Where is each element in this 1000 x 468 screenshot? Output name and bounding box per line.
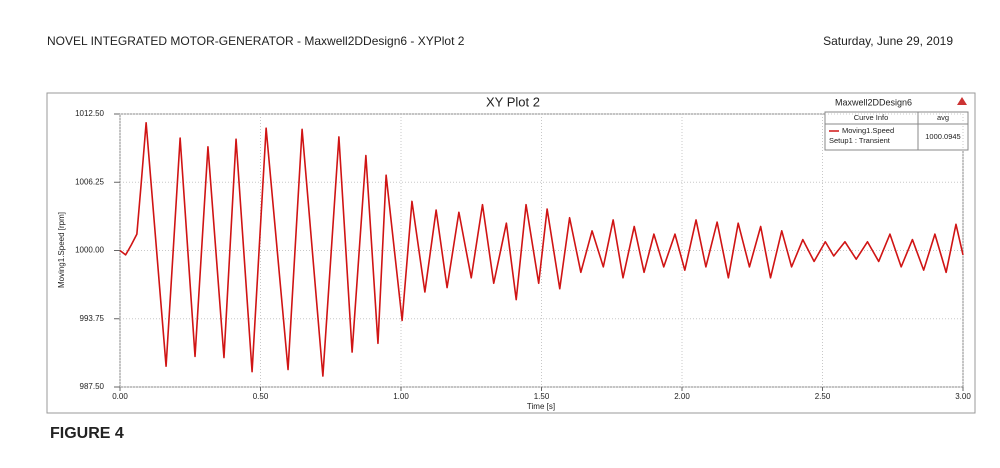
y-tick-label: 987.50 (80, 382, 105, 391)
y-axis-label: Moving1.Speed [rpm] (57, 212, 66, 288)
caption: FIGURE 4 (50, 425, 124, 442)
legend-header: avg (937, 113, 949, 122)
x-tick-label: 3.00 (955, 392, 971, 401)
x-tick-label: 2.00 (674, 392, 690, 401)
header-date: Saturday, June 29, 2019 (823, 34, 953, 48)
chart-title: XY Plot 2 (486, 94, 540, 109)
logo (957, 97, 967, 105)
x-tick-label: 1.50 (534, 392, 550, 401)
y-tick-label: 993.75 (80, 314, 105, 323)
legend-box (824, 111, 969, 151)
legend-label: Moving1.Speed (842, 126, 894, 135)
x-axis-label: Time [s] (527, 402, 555, 411)
x-tick-label: 2.50 (815, 392, 831, 401)
y-tick-label: 1006.25 (75, 177, 104, 186)
y-tick-label: 1012.50 (75, 109, 104, 118)
x-tick-label: 1.00 (393, 392, 409, 401)
x-tick-label: 0.00 (112, 392, 128, 401)
legend-setup: Setup1 : Transient (829, 136, 891, 145)
data-line (119, 121, 964, 377)
legend: Curve Info avg Moving1.Speed Setup1 : Tr… (824, 111, 969, 151)
design-label: Maxwell2DDesign6 (835, 97, 912, 107)
y-tick-label: 1000.00 (75, 246, 104, 255)
legend-header: Curve Info (854, 113, 889, 122)
legend-avg: 1000.0945 (925, 132, 960, 141)
x-tick-label: 0.50 (253, 392, 269, 401)
header-title: NOVEL INTEGRATED MOTOR-GENERATOR - Maxwe… (47, 34, 465, 48)
